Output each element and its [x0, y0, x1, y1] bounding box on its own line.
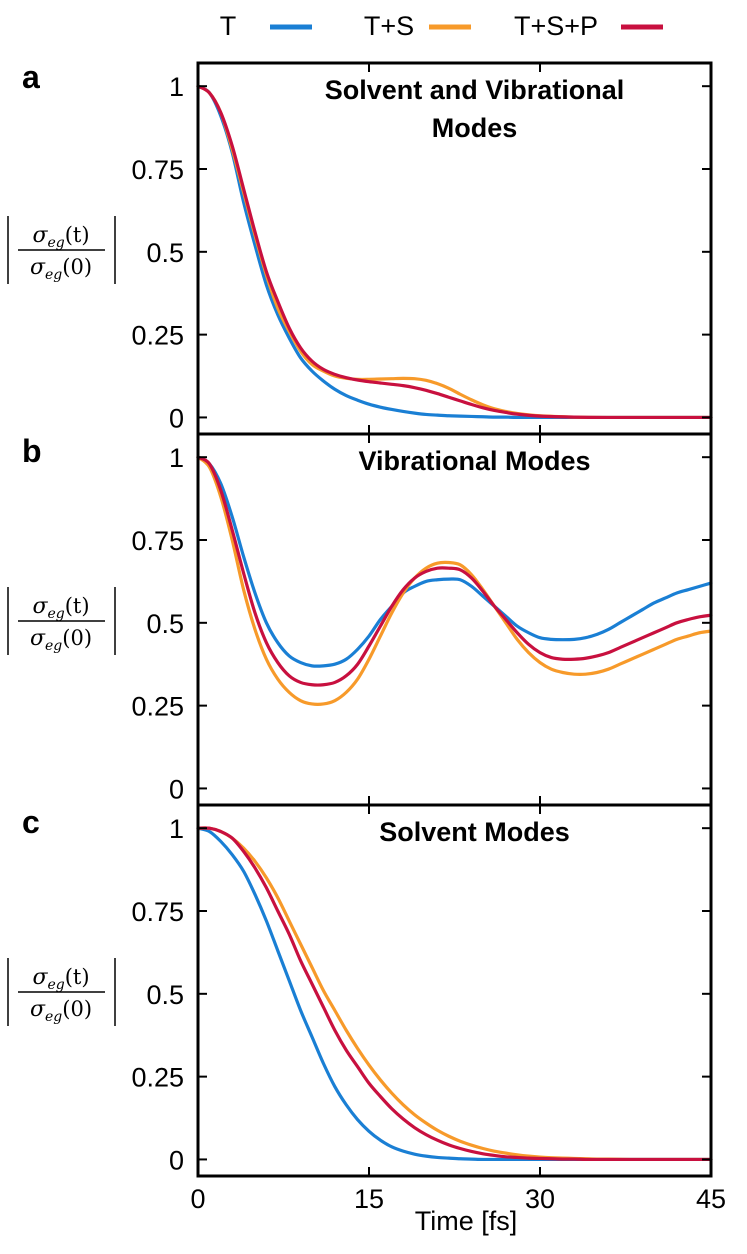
panel-title: Vibrational Modes — [358, 446, 590, 476]
x-tick-label: 0 — [190, 1184, 205, 1214]
series-line-t — [196, 84, 713, 420]
legend-label-t: T — [220, 11, 237, 41]
series-line-t — [196, 455, 713, 668]
panel-title: Modes — [432, 113, 518, 143]
y-tick-label: 1 — [169, 814, 184, 844]
panel-letter: b — [22, 433, 42, 469]
series-line-t-s — [196, 826, 713, 1162]
panel-letter: a — [22, 59, 40, 95]
panel-b: 00.250.50.751 Vibrational Modesbσeg(t)σeg… — [7, 432, 713, 807]
series-line-t-s-p — [196, 455, 713, 687]
x-axis-label: Time [fs] — [415, 1206, 518, 1236]
y-tick-label: 0.75 — [131, 526, 184, 556]
y-tick-label: 0.25 — [131, 321, 184, 351]
panel-title: Solvent and Vibrational — [325, 75, 625, 105]
y-label-numerator: σeg(t) — [32, 965, 89, 993]
panel-title: Solvent Modes — [379, 817, 570, 847]
y-axis-label: σeg(t) σeg(0) — [7, 216, 116, 284]
plot-frame — [196, 803, 713, 1178]
y-tick-label: 0.25 — [131, 692, 184, 722]
y-label-numerator: σeg(t) — [32, 223, 89, 251]
x-tick-label: 45 — [696, 1184, 726, 1214]
y-label-denominator: σeg(0) — [30, 626, 92, 654]
x-tick-label: 15 — [354, 1184, 384, 1214]
y-tick-label: 1 — [169, 443, 184, 473]
y-label-numerator: σeg(t) — [32, 594, 89, 622]
panel-c: 0 0.25 0.5 0.75 1 0 15 30 45 Solvent Modes c σeg(t)… — [7, 803, 726, 1214]
legend-label-t-s: T+S — [364, 11, 414, 41]
y-tick-label: 0.75 — [131, 897, 184, 927]
legend-label-t-s-p: T+S+P — [514, 11, 598, 41]
y-tick-label: 0.5 — [146, 609, 184, 639]
series-line-t-s-p — [196, 84, 713, 420]
y-tick-label: 0 — [169, 403, 184, 433]
y-axis-label: σeg(t) σeg(0) — [7, 958, 116, 1026]
y-tick-label: 1 — [169, 72, 184, 102]
x-tick-label: 30 — [525, 1184, 555, 1214]
legend: T T+S T+S+P — [220, 11, 663, 41]
y-axis-label: σeg(t) σeg(0) — [7, 587, 116, 655]
y-tick-label: 0 — [169, 1145, 184, 1175]
y-label-denominator: σeg(0) — [30, 997, 92, 1025]
y-label-denominator: σeg(0) — [30, 255, 92, 283]
panel-letter: c — [22, 804, 40, 840]
series-line-t-s-p — [196, 826, 713, 1162]
y-tick-label: 0.5 — [146, 980, 184, 1010]
plot-frame — [196, 432, 713, 807]
y-tick-label: 0.75 — [131, 155, 184, 185]
y-tick-label: 0.5 — [146, 238, 184, 268]
series-line-t-s — [196, 455, 713, 706]
series-line-t — [196, 826, 713, 1162]
panel-a: 0 0.25 0.5 0.75 1 Solvent and Vibrational Mode… — [7, 59, 713, 436]
y-tick-label: 0 — [169, 774, 184, 804]
y-tick-label: 0.25 — [131, 1063, 184, 1093]
